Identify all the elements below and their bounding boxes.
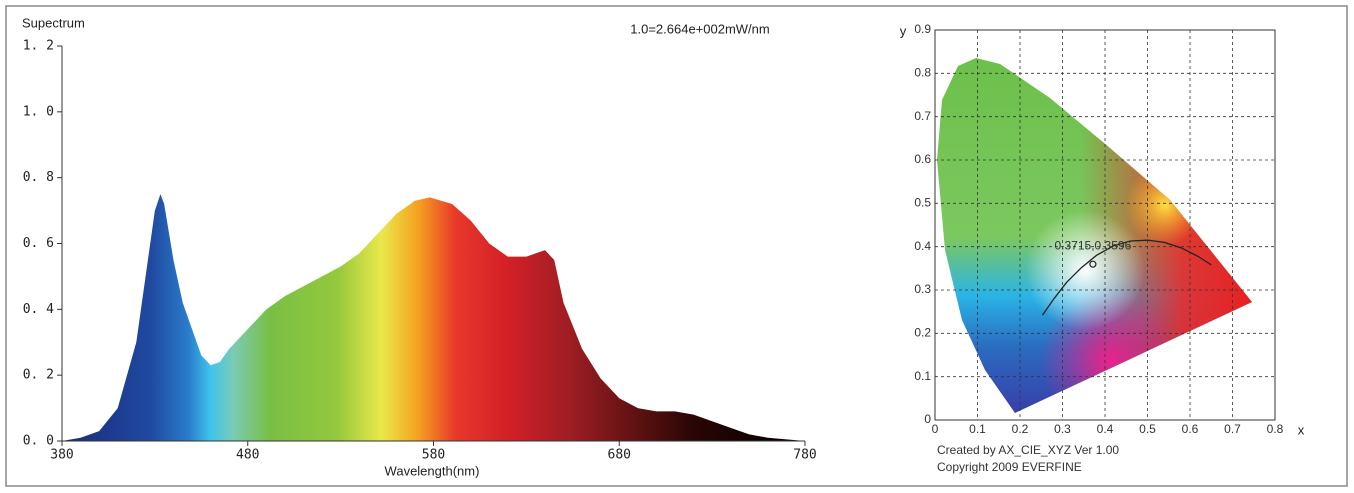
y-tick-label: 0.2 — [914, 326, 931, 340]
y-tick-label: 0. 8 — [23, 170, 54, 185]
y-tick-label: 0.3 — [914, 282, 931, 296]
x-tick-label: 0.1 — [969, 422, 986, 436]
x-tick-label: 780 — [793, 448, 816, 463]
chromaticity-point — [1089, 260, 1097, 268]
y-tick-label: 0. 2 — [23, 368, 54, 383]
y-tick-label: 0.5 — [914, 196, 931, 210]
y-tick-label: 0 — [924, 412, 931, 426]
x-tick-label: 680 — [608, 448, 631, 463]
x-tick-label: 0.5 — [1139, 422, 1156, 436]
planckian-locus — [1041, 239, 1212, 316]
x-tick-label: 0 — [932, 422, 939, 436]
frame — [5, 5, 1348, 487]
annotation: 1.0=2.664e+002mW/nm — [630, 21, 769, 36]
x-tick-label: 0.2 — [1012, 422, 1029, 436]
x-tick-label: 0.3 — [1054, 422, 1071, 436]
y-tick-label: 1. 0 — [23, 104, 54, 119]
x-axis-label: x — [1298, 422, 1305, 437]
spectrum-area — [62, 194, 805, 441]
x-axis-label: Wavelength(nm) — [385, 463, 480, 478]
credit: Copyright 2009 EVERFINE — [937, 460, 1082, 474]
x-tick-label: 580 — [422, 448, 445, 463]
x-tick-label: 480 — [236, 448, 259, 463]
y-tick-label: 1. 2 — [23, 39, 54, 54]
y-axis-label: y — [900, 23, 907, 38]
y-tick-label: 0.7 — [914, 109, 931, 123]
y-tick-label: 0.6 — [914, 152, 931, 166]
y-tick-label: 0.4 — [914, 239, 931, 253]
y-tick-label: 0.9 — [914, 22, 931, 36]
x-tick-label: 0.6 — [1182, 422, 1199, 436]
y-tick-label: 0.8 — [914, 66, 931, 80]
x-tick-label: 0.4 — [1097, 422, 1114, 436]
plot-frame — [934, 29, 1276, 421]
y-tick-label: 0. 6 — [23, 236, 54, 251]
y-tick-label: 0. 4 — [23, 302, 54, 317]
x-tick-label: 380 — [50, 448, 73, 463]
y-tick-label: 0.1 — [914, 369, 931, 383]
x-tick-label: 0.8 — [1267, 422, 1284, 436]
credit: Created by AX_CIE_XYZ Ver 1.00 — [937, 443, 1119, 457]
chart-title: Supectrum — [22, 15, 85, 30]
x-tick-label: 0.7 — [1224, 422, 1241, 436]
y-tick-label: 0. 0 — [23, 434, 54, 449]
point-label: 0.3715,0.3596 — [1055, 238, 1132, 252]
